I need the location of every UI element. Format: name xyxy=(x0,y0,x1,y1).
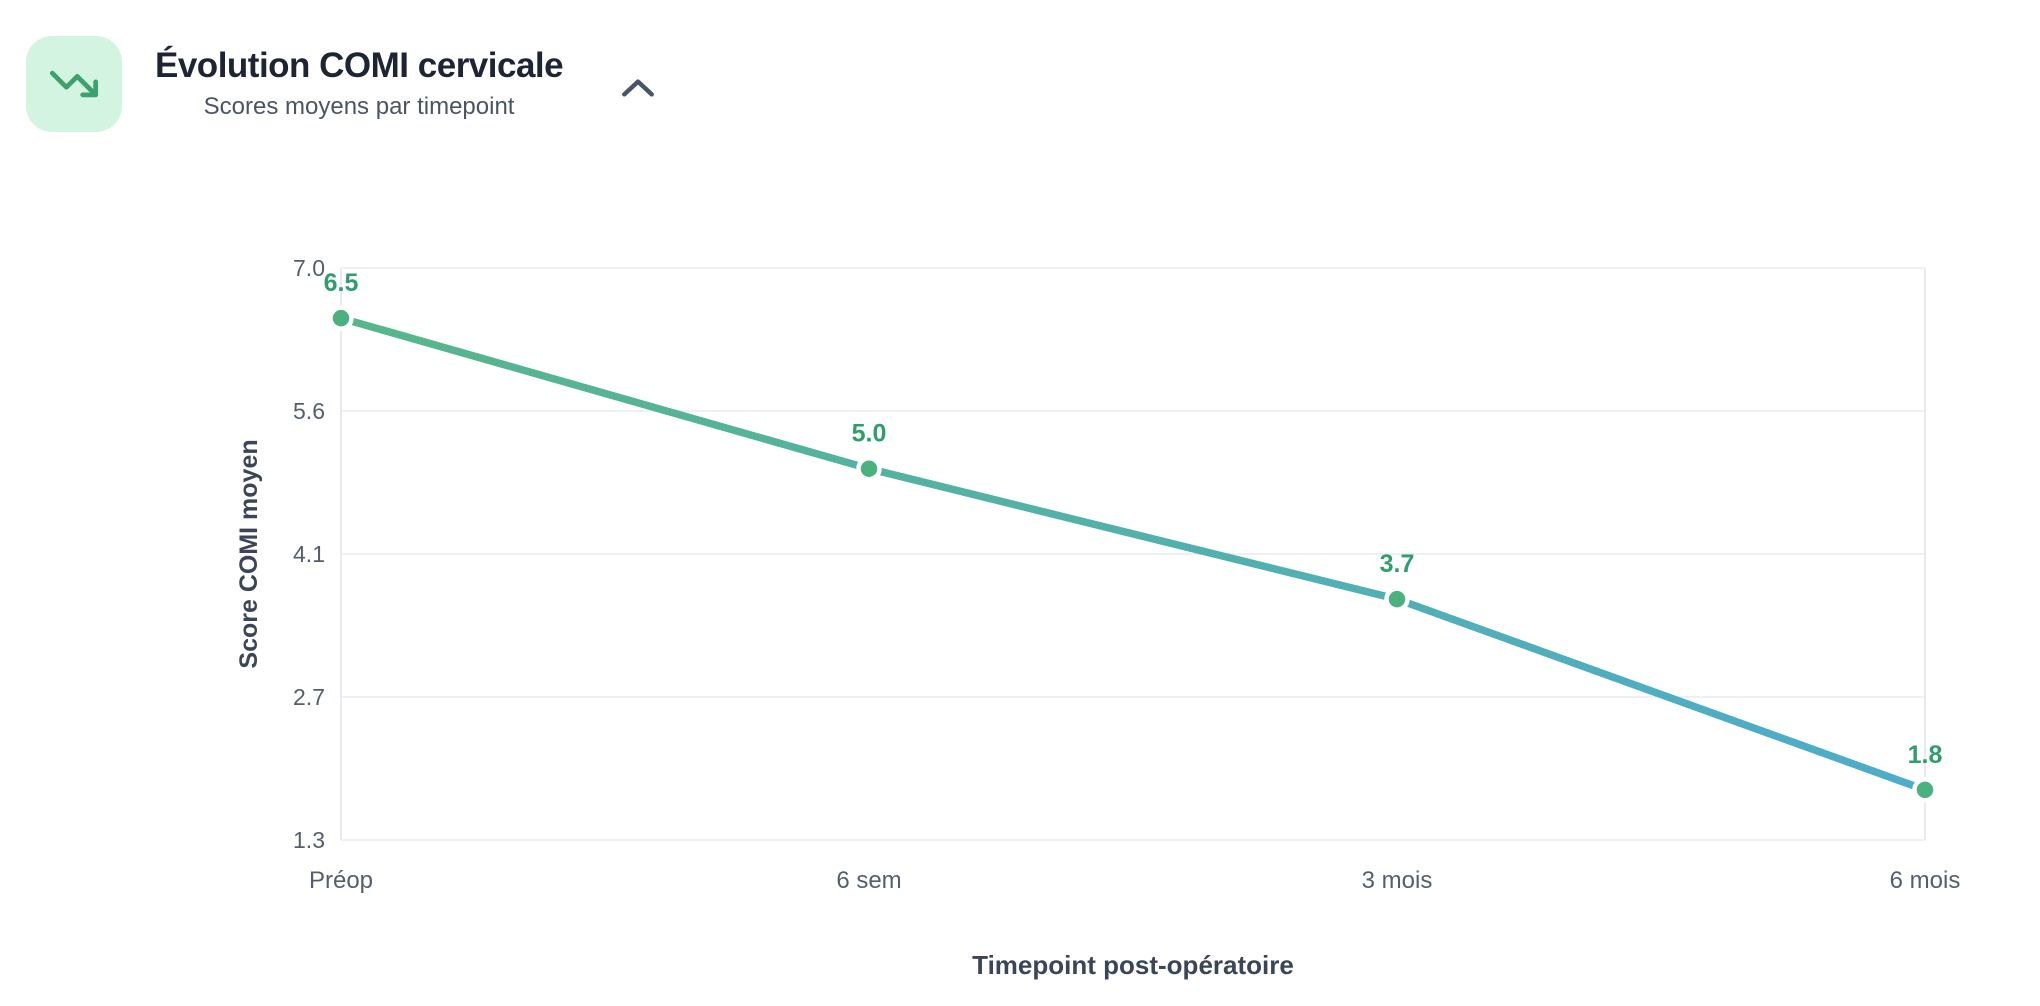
data-point-3[interactable] xyxy=(1912,777,1938,803)
x-tick-label: 6 sem xyxy=(836,867,901,894)
trending-down-glyph xyxy=(49,70,99,98)
y-axis-title: Score COMI moyen xyxy=(235,439,263,668)
data-label-3: 1.8 xyxy=(1908,741,1943,769)
trend-line xyxy=(337,314,1929,794)
data-label-1: 5.0 xyxy=(852,420,887,448)
trending-down-icon xyxy=(26,36,122,132)
data-label-0: 6.5 xyxy=(324,269,359,297)
chevron-up-icon xyxy=(622,79,654,97)
chart-header-titles: Évolution COMI cervicale Scores moyens p… xyxy=(155,46,564,121)
x-tick-label: 3 mois xyxy=(1362,867,1433,894)
data-point-0[interactable] xyxy=(328,305,354,331)
collapse-button[interactable] xyxy=(612,64,664,112)
y-tick-label: 7.0 xyxy=(293,255,325,281)
x-tick-label: Préop xyxy=(309,867,373,894)
y-tick-label: 2.7 xyxy=(293,684,325,710)
data-label-2: 3.7 xyxy=(1380,550,1415,578)
y-tick-label: 5.6 xyxy=(293,398,325,424)
chart-subtitle: Scores moyens par timepoint xyxy=(203,93,515,120)
x-tick-label: 6 mois xyxy=(1890,867,1961,894)
y-tick-label: 1.3 xyxy=(293,827,325,853)
x-axis-title: Timepoint post-opératoire xyxy=(972,950,1294,980)
data-point-2[interactable] xyxy=(1384,586,1410,612)
data-point-1[interactable] xyxy=(856,455,882,482)
chart-title: Évolution COMI cervicale xyxy=(155,46,564,85)
y-tick-label: 4.1 xyxy=(293,541,325,567)
